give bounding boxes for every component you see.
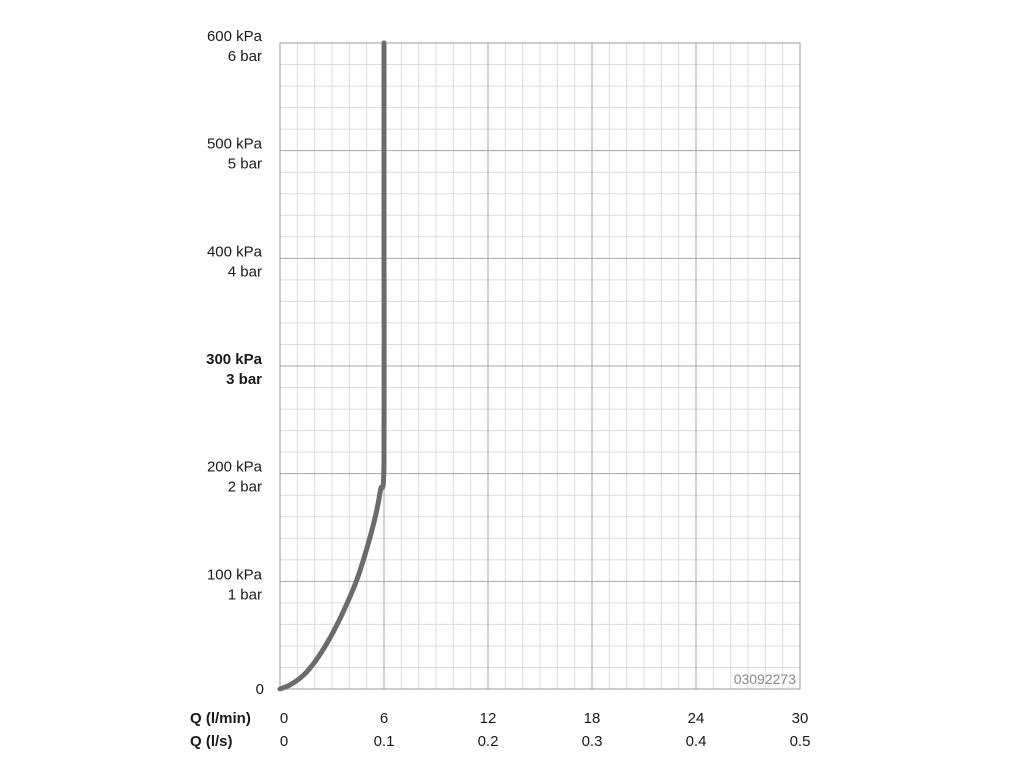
y-tick-label-kpa: 200 kPa	[207, 459, 263, 476]
x-axis-labels: 0 0 6 0.1 12 0.2 18 0.3 24 0.4 30 0.5	[280, 710, 811, 750]
x-tick-label-primary: 24	[688, 710, 705, 727]
y-tick-label-kpa: 0	[256, 681, 264, 698]
y-axis-labels: 0 100 kPa 1 bar 200 kPa 2 bar 300 kPa 3 bar 400…	[206, 28, 264, 698]
x-tick-label-primary: 0	[280, 710, 288, 727]
x-axis-title-secondary: Q (l/s)	[190, 733, 233, 750]
y-tick-label-bar: 4 bar	[228, 263, 262, 280]
series-layer	[277, 40, 387, 692]
x-tick-label-secondary: 0.3	[582, 733, 603, 750]
y-tick-label-bar: 3 bar	[226, 371, 262, 388]
x-tick-label-secondary: 0.5	[790, 733, 811, 750]
x-tick-label-primary: 12	[480, 710, 497, 727]
y-tick-label-bar: 2 bar	[228, 479, 262, 496]
y-tick-label-kpa: 300 kPa	[206, 351, 263, 368]
reference-code: 03092273	[734, 671, 797, 687]
y-tick-label-bar: 5 bar	[228, 156, 262, 173]
x-tick-label-secondary: 0.2	[478, 733, 499, 750]
series-line	[277, 40, 387, 692]
x-tick-label-primary: 18	[584, 710, 601, 727]
x-tick-label-primary: 30	[792, 710, 809, 727]
y-tick-label-kpa: 100 kPa	[207, 566, 263, 583]
x-tick-label-secondary: 0.1	[374, 733, 395, 750]
y-tick-label-kpa: 600 kPa	[207, 28, 263, 45]
x-axis-title-primary: Q (l/min)	[190, 710, 251, 727]
x-tick-label-primary: 6	[380, 710, 388, 727]
y-tick-label-bar: 1 bar	[228, 586, 262, 603]
y-tick-label-kpa: 500 kPa	[207, 136, 263, 153]
y-tick-label-bar: 6 bar	[228, 48, 262, 65]
x-tick-label-secondary: 0	[280, 733, 288, 750]
y-tick-label-kpa: 400 kPa	[207, 243, 263, 260]
plot-area-border	[279, 42, 801, 690]
x-tick-label-secondary: 0.4	[686, 733, 707, 750]
